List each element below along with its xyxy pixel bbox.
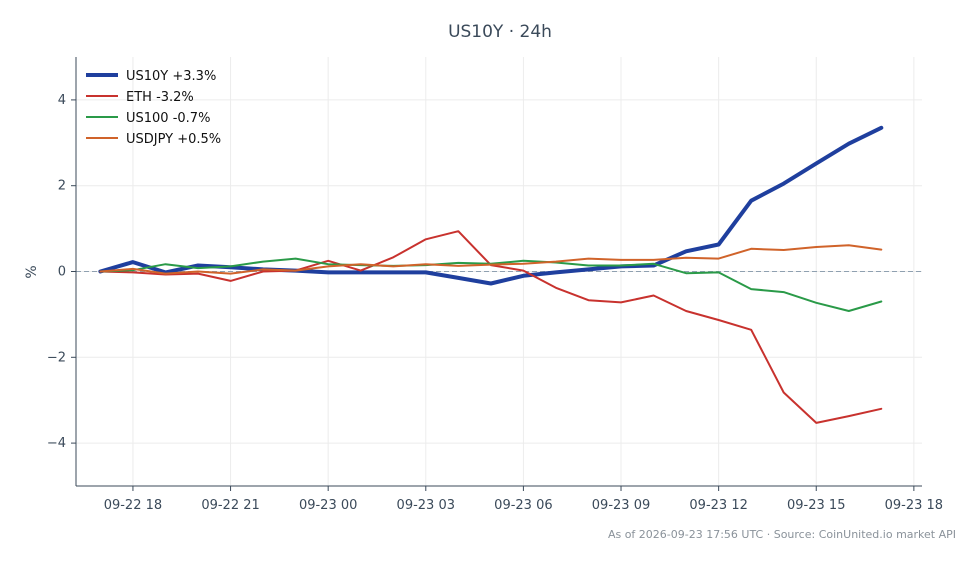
x-tick-label: 09-23 18	[885, 498, 943, 513]
y-tick-label: −2	[47, 350, 66, 365]
x-tick-label: 09-23 06	[494, 498, 552, 513]
x-tick-label: 09-23 12	[689, 498, 747, 513]
legend-label: US10Y +3.3%	[126, 69, 216, 84]
x-tick-label: 09-23 15	[787, 498, 845, 513]
y-axis-label: %	[24, 265, 40, 278]
x-tick-label: 09-23 09	[592, 498, 650, 513]
series-line-1	[98, 125, 884, 286]
x-tick-label: 09-22 18	[104, 498, 162, 513]
series-line-4	[99, 244, 883, 275]
series-line-2	[99, 230, 883, 424]
legend-label: ETH -3.2%	[126, 90, 194, 105]
legend: US10Y +3.3% ETH -3.2% US100 -0.7% USDJPY +0…	[86, 69, 221, 147]
x-tick-label: 09-23 00	[299, 498, 357, 513]
x-axis-ticks: 09-22 18 09-22 21 09-23 00 09-23 03 09-23 06…	[104, 486, 943, 513]
source-footnote: As of 2026-09-23 17:56 UTC · Source: Coi…	[608, 528, 956, 541]
y-axis-ticks: −4 −2 0 2 4	[47, 93, 76, 451]
series-lines	[98, 125, 884, 424]
legend-label: US100 -0.7%	[126, 111, 210, 126]
y-tick-label: 4	[58, 93, 66, 108]
y-tick-label: 2	[58, 179, 66, 194]
y-tick-label: 0	[58, 265, 66, 280]
y-tick-label: −4	[47, 436, 66, 451]
legend-label: USDJPY +0.5%	[126, 132, 221, 147]
x-tick-label: 09-23 03	[397, 498, 455, 513]
x-tick-label: 09-22 21	[201, 498, 259, 513]
chart-title: US10Y · 24h	[448, 22, 552, 42]
